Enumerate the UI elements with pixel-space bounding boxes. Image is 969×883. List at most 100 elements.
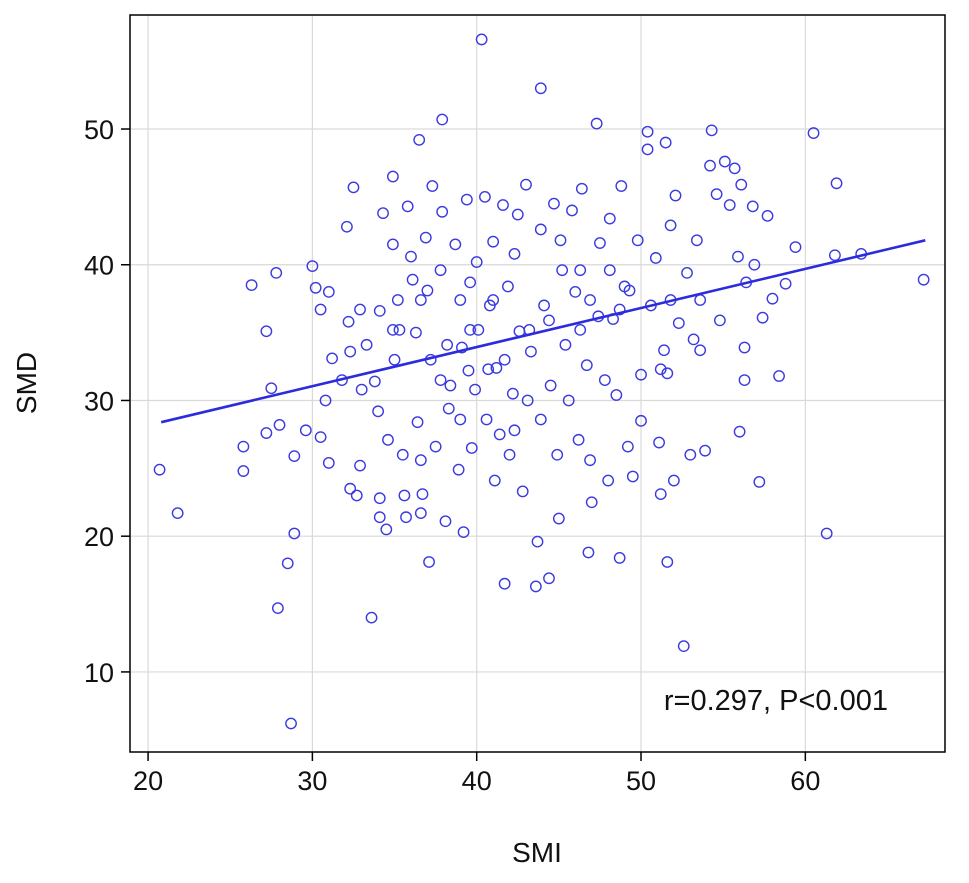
point (621, 440, 634, 453)
point (603, 212, 616, 225)
y-tick-label: 40 (84, 251, 114, 281)
point (559, 338, 572, 351)
point (429, 440, 442, 453)
point (748, 258, 761, 271)
point (503, 448, 516, 461)
point (543, 314, 555, 327)
point (705, 124, 718, 137)
point (426, 180, 439, 192)
point (454, 294, 467, 306)
point (393, 323, 406, 336)
y-axis-label: SMD (11, 352, 42, 414)
point (543, 572, 555, 585)
point (387, 323, 399, 336)
point (753, 476, 766, 488)
point (372, 405, 385, 418)
point (387, 170, 399, 183)
point (273, 418, 286, 431)
point (153, 463, 166, 476)
point (580, 359, 593, 372)
point (464, 323, 477, 336)
point (380, 523, 393, 536)
point (237, 465, 250, 477)
x-tick-label: 20 (133, 766, 163, 796)
point (661, 367, 674, 380)
point (551, 448, 564, 461)
x-tick-label: 60 (790, 766, 820, 796)
point (475, 33, 488, 46)
point (529, 580, 542, 593)
point (441, 338, 454, 351)
point (436, 113, 449, 126)
point (423, 556, 435, 568)
point (582, 546, 595, 559)
point (410, 326, 422, 339)
point (314, 303, 327, 316)
point (718, 155, 731, 168)
plot-frame (129, 14, 946, 753)
point (382, 433, 394, 446)
point (690, 234, 703, 247)
point (531, 535, 544, 548)
point (548, 197, 560, 210)
point (756, 311, 769, 324)
point (171, 507, 184, 520)
point (613, 552, 626, 564)
point (344, 345, 357, 358)
point (659, 136, 672, 149)
point (340, 220, 353, 233)
grid (130, 15, 945, 752)
point (521, 394, 534, 407)
point (732, 250, 744, 263)
point (687, 333, 700, 346)
point (400, 511, 412, 524)
point (472, 323, 485, 336)
point (738, 341, 751, 354)
point (350, 489, 363, 502)
point (377, 207, 389, 220)
point (635, 368, 647, 381)
point (575, 182, 588, 195)
y-tick-label: 30 (84, 386, 114, 416)
point (396, 448, 409, 461)
point (314, 431, 327, 444)
point (746, 200, 759, 213)
point (598, 374, 611, 387)
point (723, 199, 736, 211)
point (309, 281, 322, 294)
point (344, 482, 357, 495)
point (470, 256, 483, 268)
y-tick-label: 50 (84, 115, 114, 145)
point (454, 413, 467, 426)
point (413, 133, 426, 146)
point (288, 450, 301, 463)
point (511, 208, 524, 221)
point (572, 433, 585, 446)
x-axis-label: SMI (512, 837, 562, 868)
point (497, 199, 509, 211)
point (487, 294, 500, 306)
point (462, 364, 475, 377)
point (807, 127, 820, 139)
point (354, 459, 366, 472)
point (574, 323, 587, 336)
point (649, 252, 662, 264)
point (368, 375, 381, 388)
point (306, 260, 319, 272)
point (613, 303, 626, 316)
point (388, 353, 401, 366)
point (516, 485, 529, 498)
point (436, 205, 449, 218)
point (534, 223, 547, 236)
point (610, 389, 623, 401)
point (615, 180, 628, 192)
point (508, 424, 521, 437)
point (490, 361, 503, 374)
point (585, 496, 598, 509)
point (538, 299, 550, 312)
point (569, 285, 582, 298)
point (414, 294, 427, 306)
point (391, 294, 404, 306)
point (373, 304, 386, 317)
